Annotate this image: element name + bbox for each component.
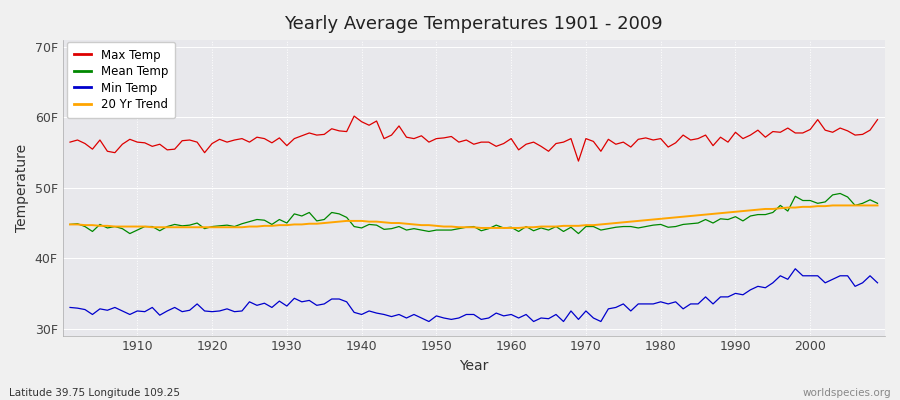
Legend: Max Temp, Mean Temp, Min Temp, 20 Yr Trend: Max Temp, Mean Temp, Min Temp, 20 Yr Tre… xyxy=(67,42,176,118)
Title: Yearly Average Temperatures 1901 - 2009: Yearly Average Temperatures 1901 - 2009 xyxy=(284,15,663,33)
Text: worldspecies.org: worldspecies.org xyxy=(803,388,891,398)
X-axis label: Year: Year xyxy=(459,359,489,373)
Text: Latitude 39.75 Longitude 109.25: Latitude 39.75 Longitude 109.25 xyxy=(9,388,180,398)
Y-axis label: Temperature: Temperature xyxy=(15,144,29,232)
